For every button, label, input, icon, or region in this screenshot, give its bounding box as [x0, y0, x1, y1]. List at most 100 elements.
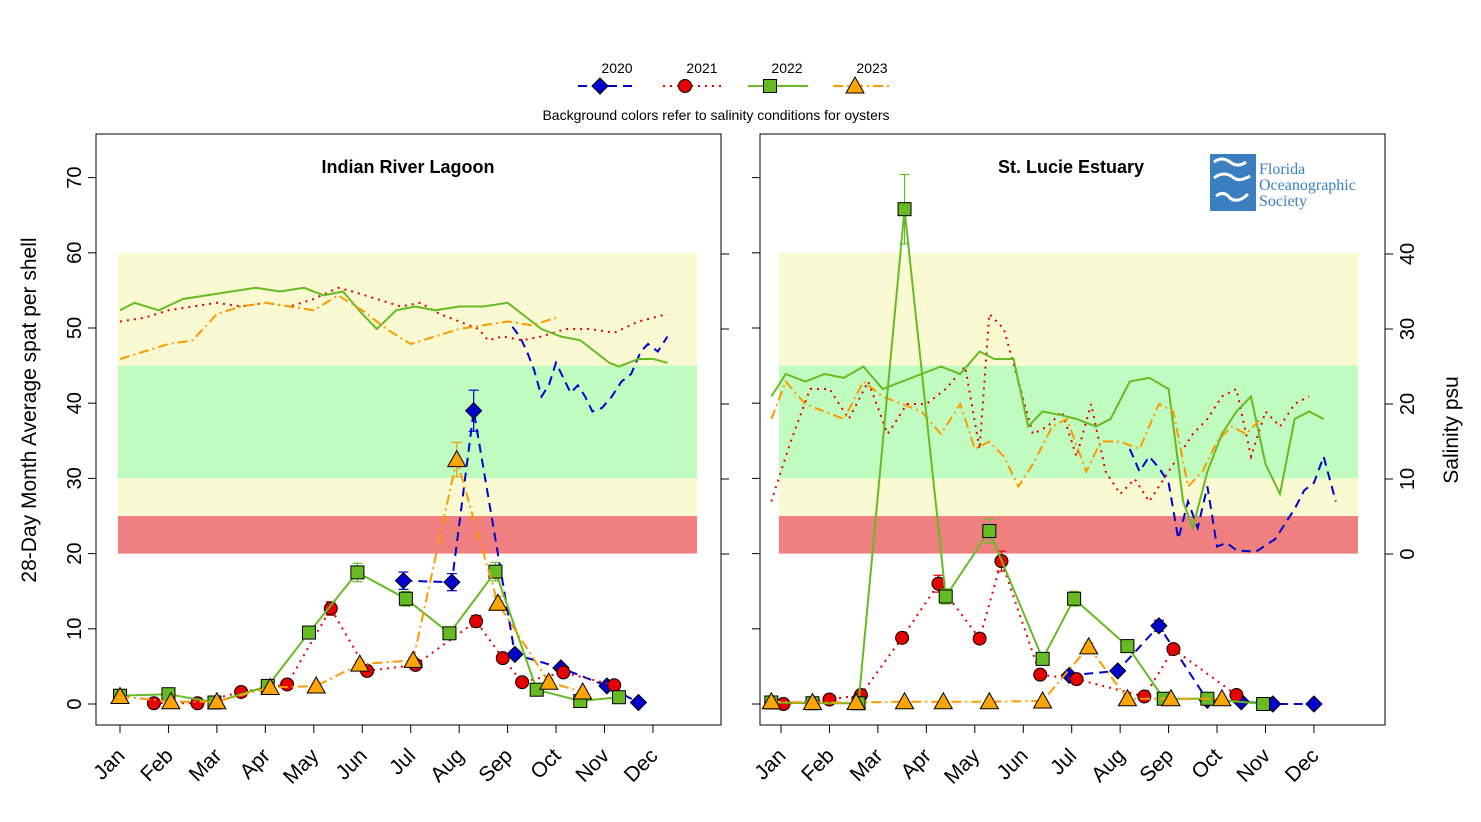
spat-line-2020 — [1069, 624, 1314, 705]
spat-point-2023 — [403, 650, 423, 668]
month-label-jun: Jun — [332, 744, 372, 784]
legend-marker-2023 — [845, 75, 865, 94]
legend-marker-2021 — [678, 79, 692, 93]
spat-point-2021 — [1033, 667, 1048, 682]
spat-point-2020 — [394, 571, 413, 590]
logo-line-3: Society — [1259, 193, 1307, 210]
spat-point-2021 — [515, 675, 530, 690]
month-label-feb: Feb — [136, 744, 178, 786]
spat-point-2022 — [897, 202, 912, 217]
spat-point-2022 — [1256, 697, 1271, 711]
florida-oceanographic-logo: Florida Oceanographic Society — [1210, 154, 1356, 211]
month-label-aug: Aug — [426, 744, 469, 787]
spat-point-2023 — [1032, 690, 1053, 709]
salinity-note: Background colors refer to salinity cond… — [542, 107, 889, 123]
spat-point-2023 — [349, 654, 370, 672]
y-tick-label: 60 — [64, 242, 86, 264]
month-label-nov: Nov — [571, 744, 614, 787]
legend-label-2022: 2022 — [771, 60, 802, 76]
month-label-feb: Feb — [797, 744, 839, 786]
plot-frame — [759, 133, 1386, 726]
spat-point-2021 — [1229, 687, 1244, 702]
spat-point-2023 — [894, 691, 915, 710]
spat-point-2023 — [1161, 688, 1181, 707]
spat-point-2020 — [443, 573, 461, 591]
spat-point-2021 — [469, 614, 484, 629]
month-label-jan: Jan — [89, 744, 129, 784]
salinity-band-2 — [118, 365, 697, 479]
spat-point-2021 — [1137, 689, 1152, 704]
spat-point-2020 — [506, 645, 524, 664]
y2-tick-label: 10 — [1397, 468, 1419, 490]
y-tick-label: 40 — [64, 392, 86, 414]
salinity-band-3 — [779, 252, 1358, 366]
salinity-band-3 — [118, 252, 697, 366]
spat-line-2023 — [771, 645, 1222, 704]
spat-point-2021 — [895, 630, 910, 645]
month-label-apr: Apr — [897, 744, 936, 783]
spat-point-2022 — [982, 524, 997, 539]
legend-label-2023: 2023 — [856, 60, 887, 76]
spat-point-2023 — [572, 681, 593, 700]
spat-point-2023 — [1212, 688, 1232, 707]
spat-point-2023 — [538, 672, 559, 690]
panel-indian-river-lagoon: 0 10 20 30 40 50 60 70 Jan Feb Mar Apr May Jun Jul Aug S… — [64, 133, 729, 789]
spat-point-2021 — [1069, 672, 1084, 687]
salinity-line-2020 — [1128, 448, 1337, 553]
spat-point-2023 — [446, 449, 467, 468]
y-tick-label: 20 — [64, 542, 86, 564]
salinity-line-2023 — [770, 379, 1262, 489]
month-label-jul: Jul — [1046, 744, 1081, 779]
spat-point-2023 — [761, 691, 782, 710]
month-label-nov: Nov — [1232, 744, 1275, 787]
month-label-dec: Dec — [620, 744, 663, 787]
salinity-band-0 — [118, 516, 697, 554]
month-label-may: May — [279, 744, 324, 789]
spat-point-2023 — [161, 691, 181, 710]
salinity-band-0 — [779, 516, 1358, 554]
legend-label-2020: 2020 — [601, 60, 632, 76]
spat-point-2022 — [938, 589, 953, 604]
salinity-line-2021 — [770, 311, 1310, 504]
spat-point-2022 — [529, 682, 544, 697]
y-tick-label: 70 — [64, 166, 86, 188]
y2-tick-label: 0 — [1397, 548, 1419, 559]
y-tick-label: 50 — [64, 317, 86, 339]
y2-tick-label: 40 — [1397, 243, 1419, 265]
spat-point-2023 — [1117, 688, 1138, 707]
month-label-jun: Jun — [993, 744, 1033, 784]
month-label-sep: Sep — [474, 744, 517, 787]
spat-point-2023 — [802, 692, 823, 710]
legend: 2020 2021 2022 2023 — [578, 60, 893, 95]
spat-point-2022 — [442, 626, 457, 641]
y2-axis-label: Salinity psu — [1440, 376, 1463, 483]
month-label-apr: Apr — [236, 744, 275, 783]
y2-tick-label: 30 — [1397, 318, 1419, 340]
spat-point-2020 — [629, 693, 648, 712]
legend-marker-2022 — [763, 79, 777, 93]
spat-point-2020 — [1109, 662, 1127, 680]
spat-point-2023 — [846, 692, 866, 710]
spat-point-2023 — [1078, 636, 1099, 655]
spat-point-2023 — [306, 675, 327, 694]
spat-point-2021 — [972, 631, 987, 646]
y-tick-label: 30 — [64, 467, 86, 489]
month-label-jul: Jul — [385, 744, 420, 779]
salinity-line-2022 — [770, 350, 1325, 532]
spat-point-2022 — [612, 690, 627, 705]
spat-point-2022 — [1035, 651, 1050, 666]
y2-tick-label: 20 — [1397, 393, 1419, 415]
panel-title-st-lucie-estuary: St. Lucie Estuary — [998, 157, 1144, 177]
spat-point-2023 — [260, 677, 281, 695]
y-axis-label: 28-Day Month Average spat per shell — [18, 237, 41, 582]
salinity-line-2022 — [119, 286, 668, 368]
month-label-sep: Sep — [1135, 744, 1178, 787]
spat-point-2021 — [1166, 642, 1181, 657]
spat-point-2023 — [933, 691, 954, 710]
spat-line-2021 — [783, 557, 1237, 705]
salinity-band-1 — [779, 478, 1358, 516]
spat-point-2021 — [495, 651, 510, 666]
salinity-line-2020 — [511, 326, 669, 413]
spat-point-2023 — [110, 686, 130, 704]
